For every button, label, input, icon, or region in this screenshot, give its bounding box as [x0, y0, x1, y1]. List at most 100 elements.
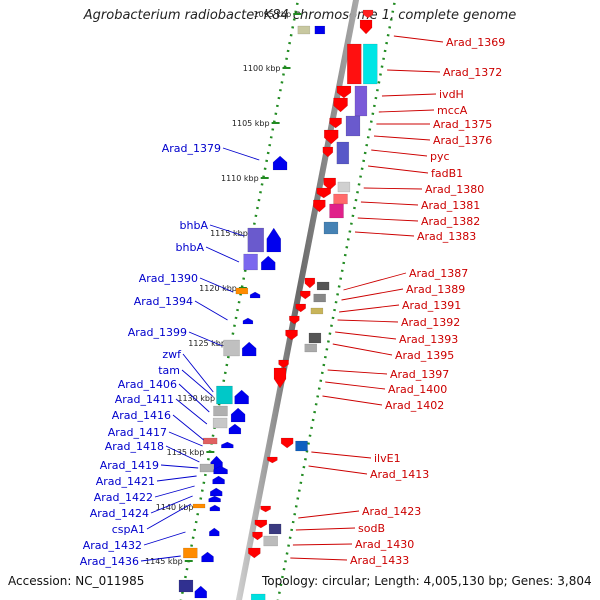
- forward-gene-arrow[interactable]: [313, 293, 326, 303]
- forward-gene-arrow[interactable]: [304, 343, 318, 353]
- right-gene-label[interactable]: Arad_1372: [443, 66, 502, 79]
- reverse-gene-arrow[interactable]: [199, 463, 215, 473]
- right-gene-label[interactable]: Arad_1397: [390, 368, 449, 381]
- reverse-gene-arrow[interactable]: [178, 579, 194, 593]
- reverse-gene-arrow[interactable]: [242, 317, 254, 325]
- forward-gene-arrow[interactable]: [310, 307, 324, 315]
- reverse-gene-arrow[interactable]: [202, 437, 218, 445]
- reverse-gene-arrow[interactable]: [213, 465, 228, 475]
- right-gene-label[interactable]: Arad_1400: [388, 383, 447, 396]
- forward-gene-arrow[interactable]: [250, 593, 266, 600]
- reverse-gene-arrow[interactable]: [209, 487, 223, 497]
- reverse-gene-arrow[interactable]: [266, 227, 282, 253]
- forward-gene-arrow[interactable]: [333, 97, 348, 113]
- forward-gene-arrow[interactable]: [323, 177, 336, 191]
- right-gene-label[interactable]: Arad_1389: [406, 283, 465, 296]
- forward-gene-arrow[interactable]: [304, 277, 316, 289]
- forward-gene-arrow[interactable]: [359, 19, 373, 35]
- reverse-gene-arrow[interactable]: [183, 547, 198, 559]
- forward-gene-arrow[interactable]: [316, 281, 330, 291]
- right-gene-label[interactable]: Arad_1376: [433, 134, 492, 147]
- left-gene-label[interactable]: Arad_1411: [115, 393, 174, 406]
- reverse-gene-arrow[interactable]: [297, 25, 311, 35]
- forward-gene-arrow[interactable]: [308, 332, 322, 344]
- forward-gene-arrow[interactable]: [362, 9, 374, 19]
- reverse-gene-arrow[interactable]: [209, 527, 220, 537]
- left-gene-label[interactable]: Arad_1418: [105, 440, 164, 453]
- left-gene-label[interactable]: Arad_1416: [112, 409, 171, 422]
- forward-gene-arrow[interactable]: [263, 535, 278, 547]
- right-gene-label[interactable]: Arad_1382: [421, 215, 480, 228]
- right-gene-label[interactable]: mccA: [437, 104, 468, 117]
- right-gene-label[interactable]: Arad_1369: [446, 36, 505, 49]
- reverse-gene-arrow[interactable]: [201, 551, 214, 563]
- right-gene-label[interactable]: Arad_1392: [401, 316, 460, 329]
- right-gene-label[interactable]: Arad_1395: [395, 349, 454, 362]
- right-gene-label[interactable]: Arad_1380: [425, 183, 484, 196]
- forward-gene-arrow[interactable]: [329, 203, 344, 219]
- reverse-gene-arrow[interactable]: [213, 405, 228, 417]
- left-gene-label[interactable]: Arad_1394: [134, 295, 193, 308]
- left-gene-label[interactable]: Arad_1399: [128, 326, 187, 339]
- reverse-gene-arrow[interactable]: [247, 227, 265, 253]
- forward-gene-arrow[interactable]: [254, 519, 268, 529]
- left-gene-label[interactable]: Arad_1421: [96, 475, 155, 488]
- forward-gene-arrow[interactable]: [289, 315, 300, 325]
- forward-gene-arrow[interactable]: [333, 193, 348, 205]
- right-gene-label[interactable]: sodB: [358, 522, 385, 535]
- forward-gene-arrow[interactable]: [273, 367, 287, 389]
- forward-gene-arrow[interactable]: [329, 117, 342, 129]
- reverse-gene-arrow[interactable]: [208, 495, 221, 503]
- right-gene-label[interactable]: fadB1: [431, 167, 463, 180]
- left-gene-label[interactable]: Arad_1422: [94, 491, 153, 504]
- forward-gene-arrow[interactable]: [295, 440, 308, 452]
- right-gene-label[interactable]: pyc: [430, 150, 450, 163]
- left-gene-label[interactable]: Arad_1419: [100, 459, 159, 472]
- reverse-gene-arrow[interactable]: [223, 339, 240, 357]
- left-gene-label[interactable]: zwf: [162, 348, 182, 361]
- forward-gene-arrow[interactable]: [268, 523, 282, 535]
- left-gene-label[interactable]: Arad_1432: [83, 539, 142, 552]
- reverse-gene-arrow[interactable]: [235, 287, 249, 295]
- right-gene-label[interactable]: Arad_1423: [362, 505, 421, 518]
- reverse-gene-arrow[interactable]: [194, 585, 208, 599]
- reverse-gene-arrow[interactable]: [228, 423, 242, 435]
- right-gene-label[interactable]: Arad_1413: [370, 468, 429, 481]
- left-gene-label[interactable]: Arad_1436: [80, 555, 139, 568]
- reverse-gene-arrow[interactable]: [243, 253, 258, 271]
- forward-gene-arrow[interactable]: [345, 115, 361, 137]
- left-gene-label[interactable]: tam: [158, 364, 180, 377]
- reverse-gene-arrow[interactable]: [212, 475, 225, 485]
- forward-gene-arrow[interactable]: [337, 181, 351, 193]
- forward-gene-arrow[interactable]: [280, 437, 294, 449]
- forward-gene-arrow[interactable]: [322, 146, 334, 158]
- forward-gene-arrow[interactable]: [248, 547, 261, 559]
- right-gene-label[interactable]: Arad_1391: [402, 299, 461, 312]
- forward-gene-arrow[interactable]: [354, 85, 368, 117]
- left-gene-label[interactable]: Arad_1406: [118, 378, 177, 391]
- left-gene-label[interactable]: Arad_1424: [90, 507, 149, 520]
- right-gene-label[interactable]: Arad_1433: [350, 554, 409, 567]
- right-gene-label[interactable]: Arad_1430: [355, 538, 414, 551]
- right-gene-label[interactable]: Arad_1402: [385, 399, 444, 412]
- left-gene-label[interactable]: cspA1: [112, 523, 145, 536]
- right-gene-label[interactable]: Arad_1375: [433, 118, 492, 131]
- forward-gene-arrow[interactable]: [323, 129, 339, 145]
- forward-gene-arrow[interactable]: [316, 187, 331, 199]
- forward-gene-arrow[interactable]: [267, 456, 278, 464]
- forward-gene-arrow[interactable]: [260, 505, 271, 513]
- reverse-gene-arrow[interactable]: [234, 389, 249, 405]
- right-gene-label[interactable]: ivdH: [439, 88, 464, 101]
- reverse-gene-arrow[interactable]: [260, 255, 276, 271]
- reverse-gene-arrow[interactable]: [221, 441, 234, 449]
- forward-gene-arrow[interactable]: [295, 303, 306, 313]
- left-gene-label[interactable]: bhbA: [176, 241, 205, 254]
- forward-gene-arrow[interactable]: [278, 359, 289, 369]
- forward-gene-arrow[interactable]: [336, 141, 350, 165]
- right-gene-label[interactable]: Arad_1387: [409, 267, 468, 280]
- reverse-gene-arrow[interactable]: [249, 291, 261, 299]
- reverse-gene-arrow[interactable]: [230, 407, 246, 423]
- forward-gene-arrow[interactable]: [313, 199, 326, 213]
- right-gene-label[interactable]: Arad_1383: [417, 230, 476, 243]
- left-gene-label[interactable]: Arad_1390: [139, 272, 198, 285]
